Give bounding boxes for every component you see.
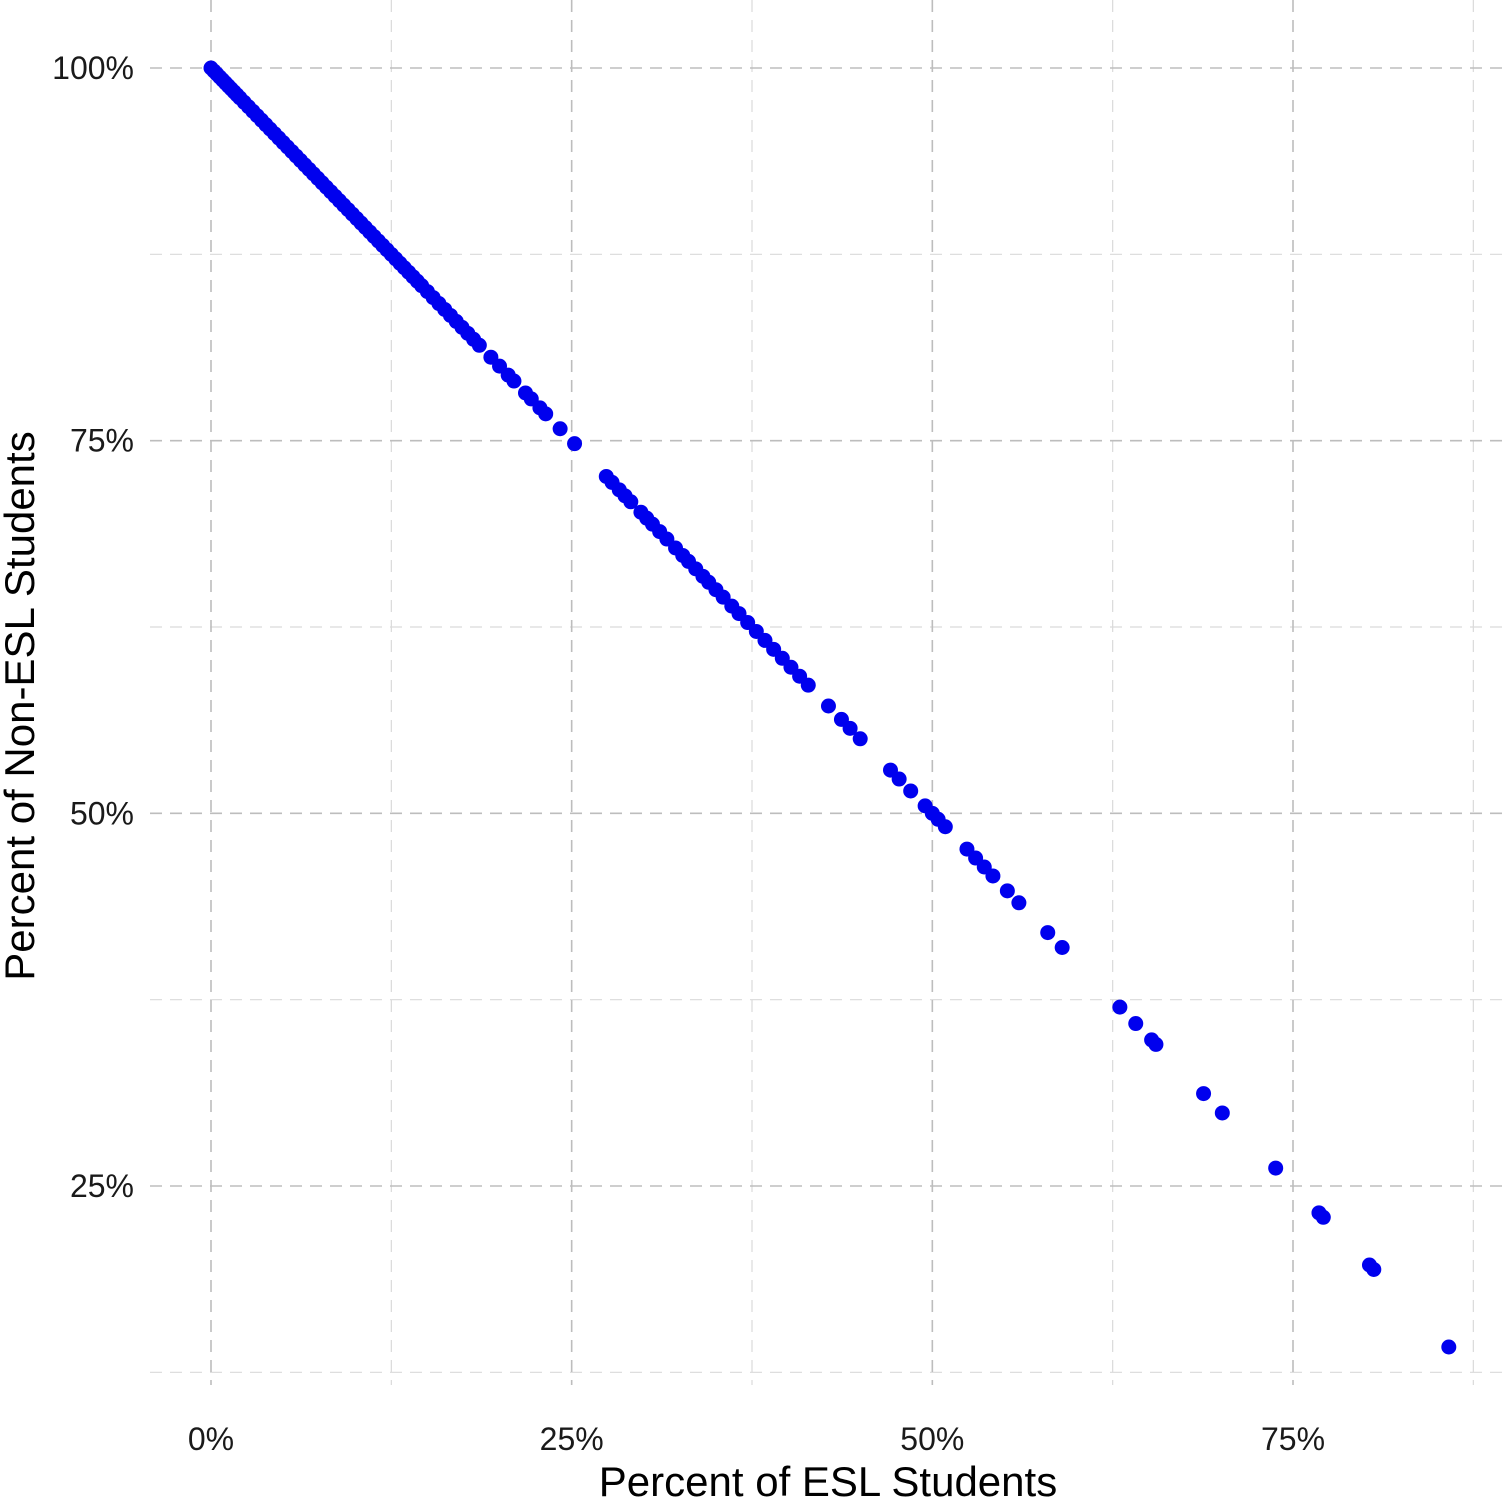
x-tick-label: 75% xyxy=(1261,1421,1325,1457)
data-point xyxy=(567,436,583,452)
data-point xyxy=(1054,939,1070,955)
data-point xyxy=(800,677,816,693)
data-point xyxy=(623,494,639,510)
y-axis-title: Percent of Non-ESL Students xyxy=(0,431,43,980)
data-point xyxy=(820,698,836,714)
x-tick-label: 0% xyxy=(188,1421,234,1457)
data-point xyxy=(1196,1086,1212,1102)
data-point xyxy=(1112,999,1128,1015)
data-point xyxy=(999,883,1015,899)
data-point xyxy=(506,373,522,389)
y-tick-label: 50% xyxy=(70,795,134,831)
data-point xyxy=(1011,895,1027,911)
y-axis-ticks: 25% 50% 75% 100% xyxy=(52,50,134,1204)
data-point xyxy=(1148,1036,1164,1052)
points-layer xyxy=(203,60,1457,1355)
data-point xyxy=(1214,1105,1230,1121)
x-tick-label: 50% xyxy=(900,1421,964,1457)
data-point xyxy=(903,783,919,799)
data-point xyxy=(842,720,858,736)
data-point xyxy=(552,421,568,437)
x-axis-ticks: 0% 25% 50% 75% xyxy=(188,1421,1325,1457)
grid-layer xyxy=(150,0,1508,1385)
data-point xyxy=(937,819,953,835)
data-point xyxy=(1366,1261,1382,1277)
data-point xyxy=(852,731,868,747)
data-point xyxy=(1441,1339,1457,1355)
data-point xyxy=(1315,1209,1331,1225)
y-tick-label: 75% xyxy=(70,423,134,459)
data-point xyxy=(891,771,907,787)
data-point xyxy=(1268,1160,1284,1176)
data-point xyxy=(538,406,554,422)
data-point xyxy=(985,868,1001,884)
data-point xyxy=(1128,1016,1144,1032)
y-tick-label: 100% xyxy=(52,50,134,86)
x-axis-title: Percent of ESL Students xyxy=(599,1458,1057,1505)
x-tick-label: 25% xyxy=(540,1421,604,1457)
data-point xyxy=(1040,925,1056,941)
data-point xyxy=(471,337,487,353)
y-tick-label: 25% xyxy=(70,1168,134,1204)
